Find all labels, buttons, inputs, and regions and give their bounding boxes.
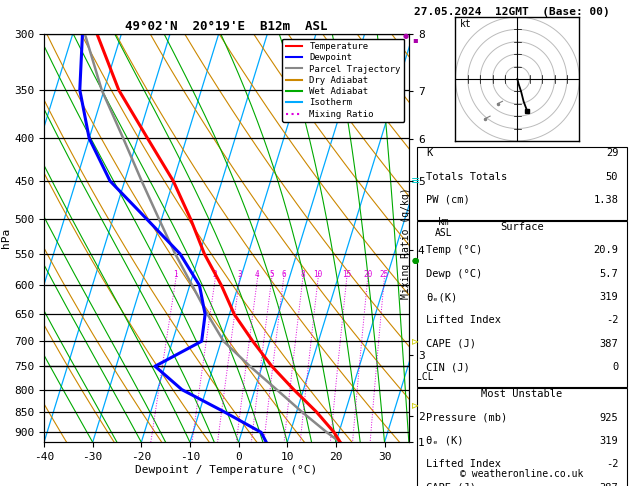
Text: ≡: ≡ [411,176,420,186]
Text: CAPE (J): CAPE (J) [426,339,476,349]
Text: ●: ● [403,34,409,39]
Text: Temp (°C): Temp (°C) [426,245,482,256]
Title: 49°02'N  20°19'E  B12m  ASL: 49°02'N 20°19'E B12m ASL [125,20,328,33]
Text: 29: 29 [606,148,618,158]
Text: K: K [426,148,432,158]
Text: 319: 319 [599,292,618,302]
Text: ●: ● [412,256,420,265]
Text: Pressure (mb): Pressure (mb) [426,413,507,423]
Text: ⊳: ⊳ [411,336,419,346]
Text: 6: 6 [281,270,286,279]
Text: 0: 0 [612,362,618,372]
Text: θₑ(K): θₑ(K) [426,292,457,302]
Text: Lifted Index: Lifted Index [426,459,501,469]
Text: 20: 20 [363,270,372,279]
Text: 2: 2 [213,270,218,279]
Bar [417,388,627,486]
Text: 25: 25 [380,270,389,279]
Text: ⊳: ⊳ [411,400,419,410]
Text: LCL: LCL [416,372,434,382]
Text: 15: 15 [342,270,351,279]
Y-axis label: km
ASL: km ASL [435,217,453,238]
Text: θₑ (K): θₑ (K) [426,436,464,446]
Text: ●: ● [412,256,420,265]
Text: 319: 319 [599,436,618,446]
Text: CIN (J): CIN (J) [426,362,470,372]
Text: 50: 50 [606,172,618,182]
Text: 1: 1 [174,270,178,279]
Text: 5: 5 [269,270,274,279]
Text: 387: 387 [599,339,618,349]
Y-axis label: hPa: hPa [1,228,11,248]
Text: Surface: Surface [500,222,544,232]
Text: Dewp (°C): Dewp (°C) [426,269,482,279]
Bar [417,221,627,387]
Text: 3: 3 [237,270,242,279]
Text: kt: kt [460,19,472,29]
Text: 4: 4 [255,270,260,279]
Text: Totals Totals: Totals Totals [426,172,507,182]
X-axis label: Dewpoint / Temperature (°C): Dewpoint / Temperature (°C) [135,465,318,475]
Text: 1.38: 1.38 [593,195,618,205]
Text: 925: 925 [599,413,618,423]
Text: 5.7: 5.7 [599,269,618,279]
Text: -2: -2 [606,315,618,326]
Text: CAPE (J): CAPE (J) [426,483,476,486]
Text: ▪: ▪ [412,35,418,45]
Text: © weatheronline.co.uk: © weatheronline.co.uk [460,469,584,479]
Text: Lifted Index: Lifted Index [426,315,501,326]
Text: -2: -2 [606,459,618,469]
Text: Most Unstable: Most Unstable [481,389,563,399]
Text: 387: 387 [599,483,618,486]
Text: 20.9: 20.9 [593,245,618,256]
Text: 8: 8 [301,270,305,279]
Legend: Temperature, Dewpoint, Parcel Trajectory, Dry Adiabat, Wet Adiabat, Isotherm, Mi: Temperature, Dewpoint, Parcel Trajectory… [282,38,404,122]
Text: 10: 10 [313,270,323,279]
Bar [417,147,627,220]
Text: 27.05.2024  12GMT  (Base: 00): 27.05.2024 12GMT (Base: 00) [413,7,610,17]
Text: PW (cm): PW (cm) [426,195,470,205]
Text: Mixing Ratio (g/kg): Mixing Ratio (g/kg) [401,187,411,299]
